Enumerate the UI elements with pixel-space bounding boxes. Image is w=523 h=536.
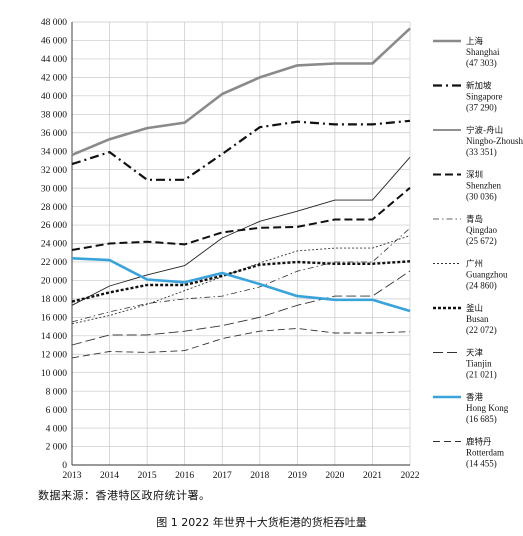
legend-value-singapore: (37 290): [466, 103, 497, 113]
y-tick-label: 28 000: [41, 203, 67, 213]
legend-value-guangzhou: (24 860): [466, 281, 497, 291]
legend-label-en-singapore: Singapore: [466, 92, 503, 102]
y-tick-label: 12 000: [41, 350, 67, 360]
x-tick-label: 2015: [138, 471, 157, 480]
y-tick-label: 24 000: [41, 240, 67, 250]
x-tick-label: 2014: [100, 471, 119, 480]
y-tick-label: 40 000: [41, 92, 67, 102]
legend-value-shanghai: (47 303): [466, 58, 497, 68]
legend-label-cn-tianjin: 天津: [466, 348, 484, 359]
series-line-shenzhen: [71, 187, 411, 251]
series-line-hong-kong: [71, 257, 411, 313]
series-line-singapore: [71, 119, 411, 181]
x-tick-label: 2016: [175, 471, 194, 480]
y-tick-label: 42 000: [41, 74, 67, 84]
x-tick-label: 2013: [63, 471, 82, 480]
series-line-rotterdam: [71, 327, 411, 359]
legend-label-cn-rotterdam: 鹿特丹: [466, 437, 492, 448]
legend-value-qingdao: (25 672): [466, 236, 497, 246]
y-tick-label: 48 000: [41, 18, 67, 28]
source-note: 数据来源：香港特区政府统计署。: [38, 489, 211, 502]
y-tick-label: 20 000: [41, 277, 67, 287]
y-tick-label: 4 000: [46, 424, 68, 434]
y-tick-label: 46 000: [41, 37, 67, 47]
legend-label-en-tianjin: Tianjin: [466, 359, 492, 369]
y-tick-label: 14 000: [41, 332, 67, 342]
figure-caption: 图 1 2022 年世界十大货柜港的货柜吞吐量: [156, 516, 367, 529]
legend-value-rotterdam: (14 455): [466, 459, 497, 469]
y-tick-label: 18 000: [41, 295, 67, 305]
y-tick-label: 36 000: [41, 129, 67, 139]
legend-label-cn-singapore: 新加坡: [466, 81, 492, 92]
legend-label-cn-qingdao: 青岛: [466, 214, 483, 225]
legend-label-cn-guangzhou: 广州: [466, 259, 483, 270]
legend-value-busan: (22 072): [466, 325, 497, 335]
x-tick-label: 2022: [401, 471, 420, 480]
y-tick-label: 44 000: [41, 55, 67, 65]
legend-value-hong-kong: (16 685): [466, 414, 497, 424]
line-chart: 0 2 000 4 000 6 000 8 000 10 000 12 000 14 000 1…: [41, 18, 523, 480]
legend-value-ningbo-zhoushan: (33 351): [466, 147, 497, 157]
legend-label-en-rotterdam: Rotterdam: [466, 448, 504, 458]
series-line-busan: [71, 260, 411, 303]
legend-label-en-shenzhen: Shenzhen: [466, 181, 501, 191]
axes: 0 2 000 4 000 6 000 8 000 10 000 12 000 14 000 1…: [41, 18, 420, 480]
series-lines: [71, 27, 411, 359]
y-tick-label: 38 000: [41, 110, 67, 120]
legend-label-cn-ningbo-zhoushan: 宁波-舟山: [466, 125, 503, 136]
x-tick-label: 2017: [213, 471, 232, 480]
legend-value-tianjin: (21 021): [466, 370, 497, 380]
y-tick-label: 10 000: [41, 369, 67, 379]
legend-label-en-ningbo-zhoushan: Ningbo-Zhoushan: [466, 136, 523, 146]
y-tick-label: 26 000: [41, 221, 67, 231]
y-tick-label: 30 000: [41, 184, 67, 194]
x-tick-label: 2020: [325, 471, 344, 480]
legend-label-en-busan: Busan: [466, 314, 489, 324]
y-tick-label: 34 000: [41, 147, 67, 157]
legend-label-cn-shenzhen: 深圳: [466, 170, 483, 181]
x-tick-label: 2018: [250, 471, 269, 480]
y-tick-label: 16 000: [41, 314, 67, 324]
x-tick-label: 2021: [363, 471, 382, 480]
x-tick-label: 2019: [288, 471, 307, 480]
series-line-qingdao: [71, 227, 411, 323]
legend-label-en-shanghai: Shanghai: [466, 47, 500, 57]
legend-label-cn-shanghai: 上海: [466, 36, 484, 47]
series-line-tianjin: [71, 270, 411, 346]
y-tick-label: 32 000: [41, 166, 67, 176]
legend-value-shenzhen: (30 036): [466, 192, 497, 202]
y-tick-label: 0: [62, 461, 67, 471]
y-tick-label: 6 000: [46, 406, 68, 416]
y-tick-label: 2 000: [46, 443, 68, 453]
series-line-ningbo-zhoushan: [71, 156, 411, 306]
legend-label-en-qingdao: Qingdao: [466, 225, 497, 235]
legend-label-en-hong-kong: Hong Kong: [466, 403, 509, 413]
y-tick-label: 22 000: [41, 258, 67, 268]
y-tick-label: 8 000: [46, 387, 68, 397]
legend-label-cn-hong-kong: 香港: [466, 392, 484, 403]
grid: [71, 21, 411, 466]
series-line-shanghai: [71, 27, 411, 157]
legend-label-en-guangzhou: Guangzhou: [466, 270, 508, 280]
legend-label-cn-busan: 釜山: [466, 303, 483, 314]
